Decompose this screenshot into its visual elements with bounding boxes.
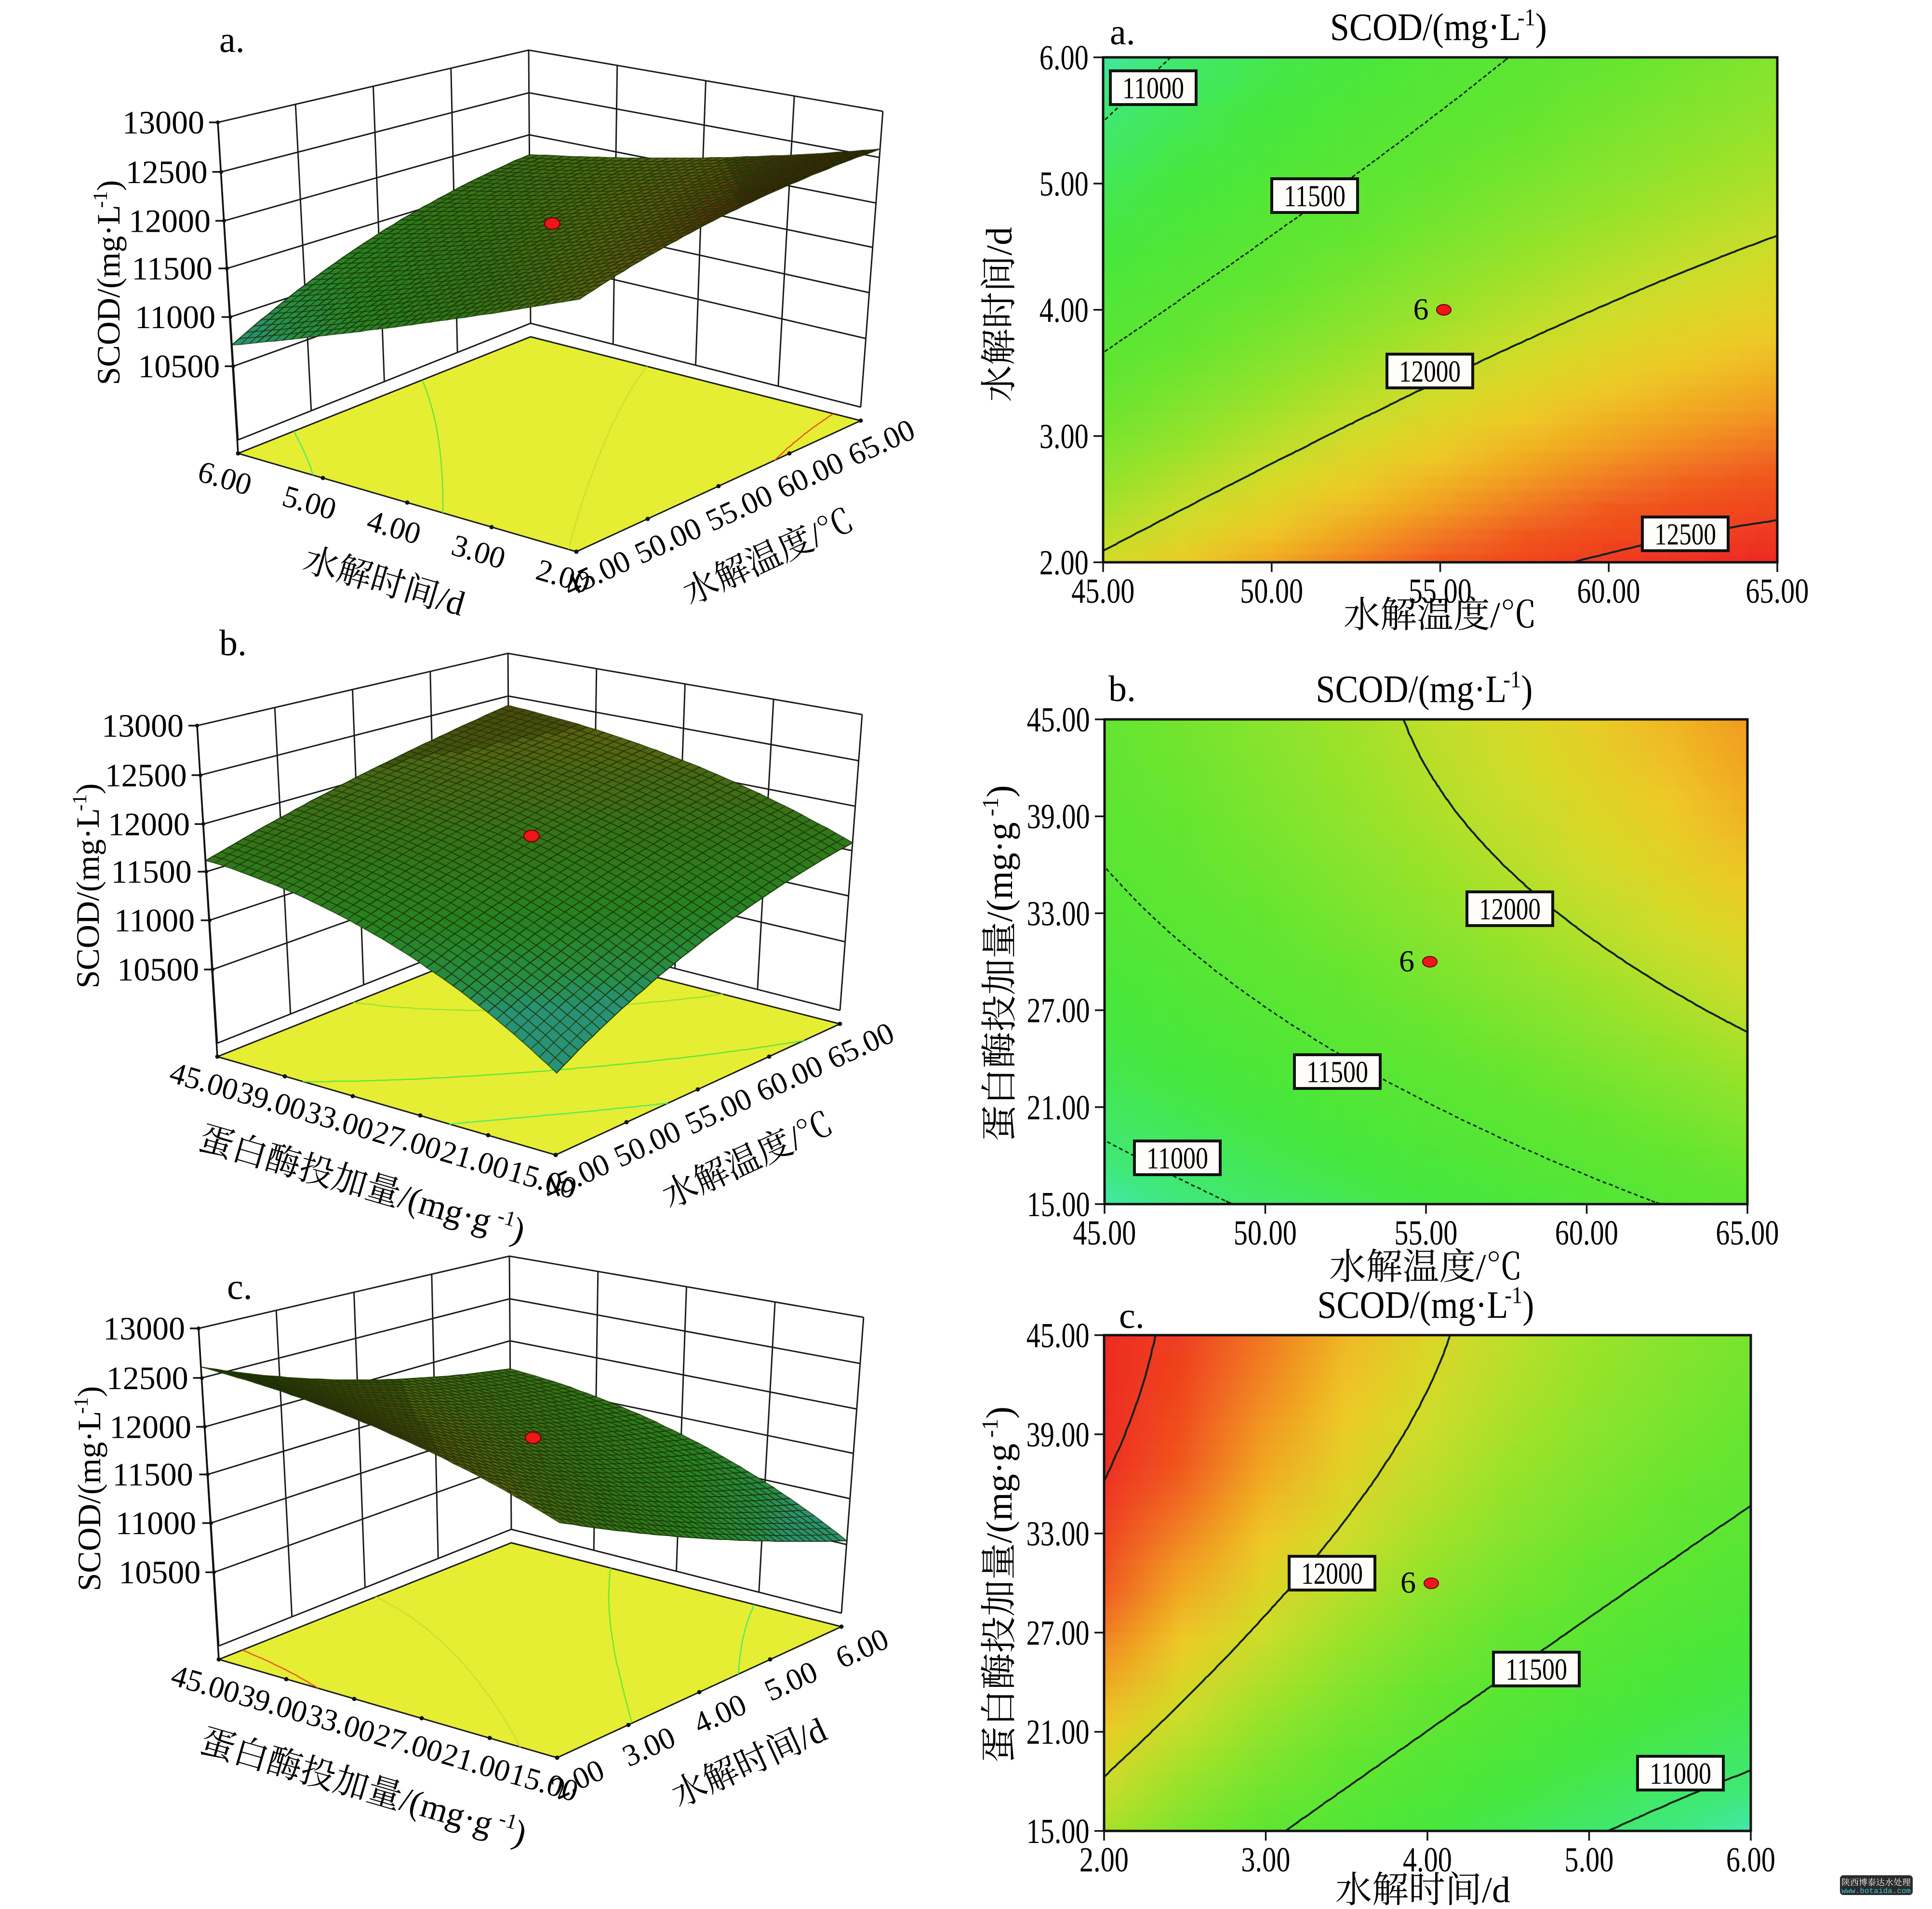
- svg-text:12500: 12500: [1654, 517, 1716, 551]
- svg-text:12000: 12000: [109, 1408, 191, 1445]
- svg-text:a.: a.: [1110, 12, 1135, 53]
- svg-text:www.botaida.com: www.botaida.com: [1841, 1887, 1911, 1896]
- svg-text:12000: 12000: [129, 202, 211, 239]
- svg-text:65.00: 65.00: [1745, 571, 1809, 610]
- svg-text:10500: 10500: [138, 348, 220, 384]
- svg-text:11000: 11000: [114, 902, 195, 939]
- svg-text:21.00: 21.00: [1026, 1712, 1090, 1751]
- svg-text:12500: 12500: [105, 757, 187, 794]
- svg-text:SCOD/(mg·L: SCOD/(mg·L: [1316, 668, 1506, 711]
- svg-text:/(mg·g: /(mg·g: [979, 1444, 1020, 1543]
- svg-text:15.00: 15.00: [1027, 1185, 1090, 1224]
- svg-text:10500: 10500: [117, 951, 199, 988]
- svg-text:a.: a.: [219, 20, 245, 60]
- svg-text:13000: 13000: [122, 104, 204, 141]
- svg-text:6: 6: [1400, 1565, 1416, 1600]
- svg-text:): ): [90, 180, 127, 191]
- svg-text:SCOD/(mg·L: SCOD/(mg·L: [1330, 6, 1521, 49]
- svg-text:6.00: 6.00: [1726, 1840, 1775, 1879]
- svg-text:-1: -1: [89, 191, 112, 208]
- svg-text:): ): [69, 783, 106, 795]
- svg-text:-1: -1: [1505, 1282, 1522, 1309]
- svg-text:11000: 11000: [1650, 1756, 1711, 1790]
- svg-text:6.00: 6.00: [1039, 38, 1089, 77]
- svg-text:SCOD/(mg·L: SCOD/(mg·L: [90, 205, 127, 385]
- svg-text:): ): [1535, 6, 1547, 49]
- svg-text:50.00: 50.00: [1234, 1213, 1297, 1252]
- svg-text:2.00: 2.00: [1039, 543, 1089, 582]
- svg-text:12000: 12000: [1301, 1556, 1363, 1591]
- svg-text:11000: 11000: [116, 1505, 196, 1541]
- svg-text:11500: 11500: [112, 1456, 193, 1493]
- svg-text:): ): [1521, 668, 1532, 711]
- svg-text:): ): [71, 1386, 107, 1397]
- svg-text:-1: -1: [1503, 666, 1521, 693]
- svg-text:SCOD/(mg·L: SCOD/(mg·L: [71, 1411, 107, 1591]
- svg-text:5.00: 5.00: [1039, 164, 1089, 203]
- svg-text:-1: -1: [978, 1418, 1003, 1437]
- svg-text:12000: 12000: [108, 806, 190, 842]
- svg-text:21.00: 21.00: [1027, 1088, 1090, 1127]
- svg-text:-1: -1: [1518, 4, 1535, 31]
- svg-text:/(mg·g: /(mg·g: [980, 822, 1020, 922]
- svg-text:11500: 11500: [1306, 1055, 1368, 1089]
- svg-text:60.00: 60.00: [1577, 571, 1640, 610]
- svg-text:12000: 12000: [1479, 892, 1541, 926]
- svg-text:11000: 11000: [1146, 1141, 1208, 1175]
- svg-text:2.00: 2.00: [1079, 1840, 1129, 1879]
- svg-text:): ): [980, 785, 1020, 797]
- svg-text:10500: 10500: [119, 1554, 200, 1591]
- svg-text:c.: c.: [227, 1267, 253, 1307]
- svg-text:12000: 12000: [1399, 354, 1461, 388]
- svg-text:27.00: 27.00: [1026, 1613, 1090, 1652]
- svg-text:c.: c.: [1119, 1296, 1145, 1336]
- svg-text:): ): [1522, 1284, 1534, 1326]
- svg-text:45.00: 45.00: [1071, 571, 1134, 610]
- svg-text:-1: -1: [68, 794, 91, 811]
- svg-text:45.00: 45.00: [1073, 1213, 1136, 1252]
- svg-text:33.00: 33.00: [1026, 1514, 1090, 1553]
- svg-text:11500: 11500: [111, 853, 191, 890]
- svg-text:/d: /d: [1482, 1870, 1510, 1907]
- svg-text:45.00: 45.00: [1026, 1316, 1090, 1355]
- svg-text:6: 6: [1399, 944, 1414, 978]
- svg-text:/: /: [1476, 1247, 1486, 1287]
- svg-text:b.: b.: [219, 623, 247, 663]
- svg-text:12500: 12500: [107, 1360, 188, 1396]
- svg-text:SCOD/(mg·L: SCOD/(mg·L: [69, 808, 106, 988]
- svg-text:): ): [979, 1406, 1020, 1418]
- svg-text:-1: -1: [70, 1397, 93, 1414]
- svg-text:5.00: 5.00: [1564, 1840, 1613, 1879]
- svg-text:3.00: 3.00: [1039, 417, 1089, 456]
- svg-text:50.00: 50.00: [1240, 571, 1303, 610]
- svg-text:3.00: 3.00: [1241, 1840, 1290, 1879]
- svg-text:6: 6: [1413, 292, 1429, 326]
- svg-text:60.00: 60.00: [1555, 1213, 1618, 1252]
- svg-text:27.00: 27.00: [1027, 991, 1090, 1030]
- svg-text:b.: b.: [1108, 669, 1136, 709]
- svg-text:-1: -1: [978, 797, 1003, 816]
- svg-text:55.00: 55.00: [1394, 1213, 1457, 1252]
- svg-text:45.00: 45.00: [1027, 700, 1090, 739]
- svg-text:15.00: 15.00: [1026, 1812, 1090, 1851]
- svg-text:/d: /d: [979, 227, 1020, 255]
- svg-text:55.00: 55.00: [1409, 571, 1472, 610]
- svg-text:13000: 13000: [103, 1310, 185, 1347]
- svg-text:13000: 13000: [102, 707, 184, 744]
- svg-text:11500: 11500: [132, 250, 212, 287]
- svg-text:4.00: 4.00: [1039, 291, 1089, 330]
- svg-text:11000: 11000: [135, 299, 215, 335]
- svg-text:33.00: 33.00: [1027, 894, 1090, 933]
- svg-text:65.00: 65.00: [1716, 1213, 1779, 1252]
- svg-text:39.00: 39.00: [1027, 797, 1090, 836]
- svg-text:11000: 11000: [1122, 71, 1184, 105]
- svg-text:11500: 11500: [1284, 179, 1346, 213]
- svg-text:/: /: [1490, 595, 1501, 636]
- svg-text:39.00: 39.00: [1026, 1415, 1090, 1454]
- svg-text:11500: 11500: [1506, 1652, 1567, 1686]
- svg-text:4.00: 4.00: [1403, 1840, 1452, 1879]
- svg-text:12500: 12500: [126, 154, 208, 190]
- svg-text:SCOD/(mg·L: SCOD/(mg·L: [1317, 1284, 1508, 1326]
